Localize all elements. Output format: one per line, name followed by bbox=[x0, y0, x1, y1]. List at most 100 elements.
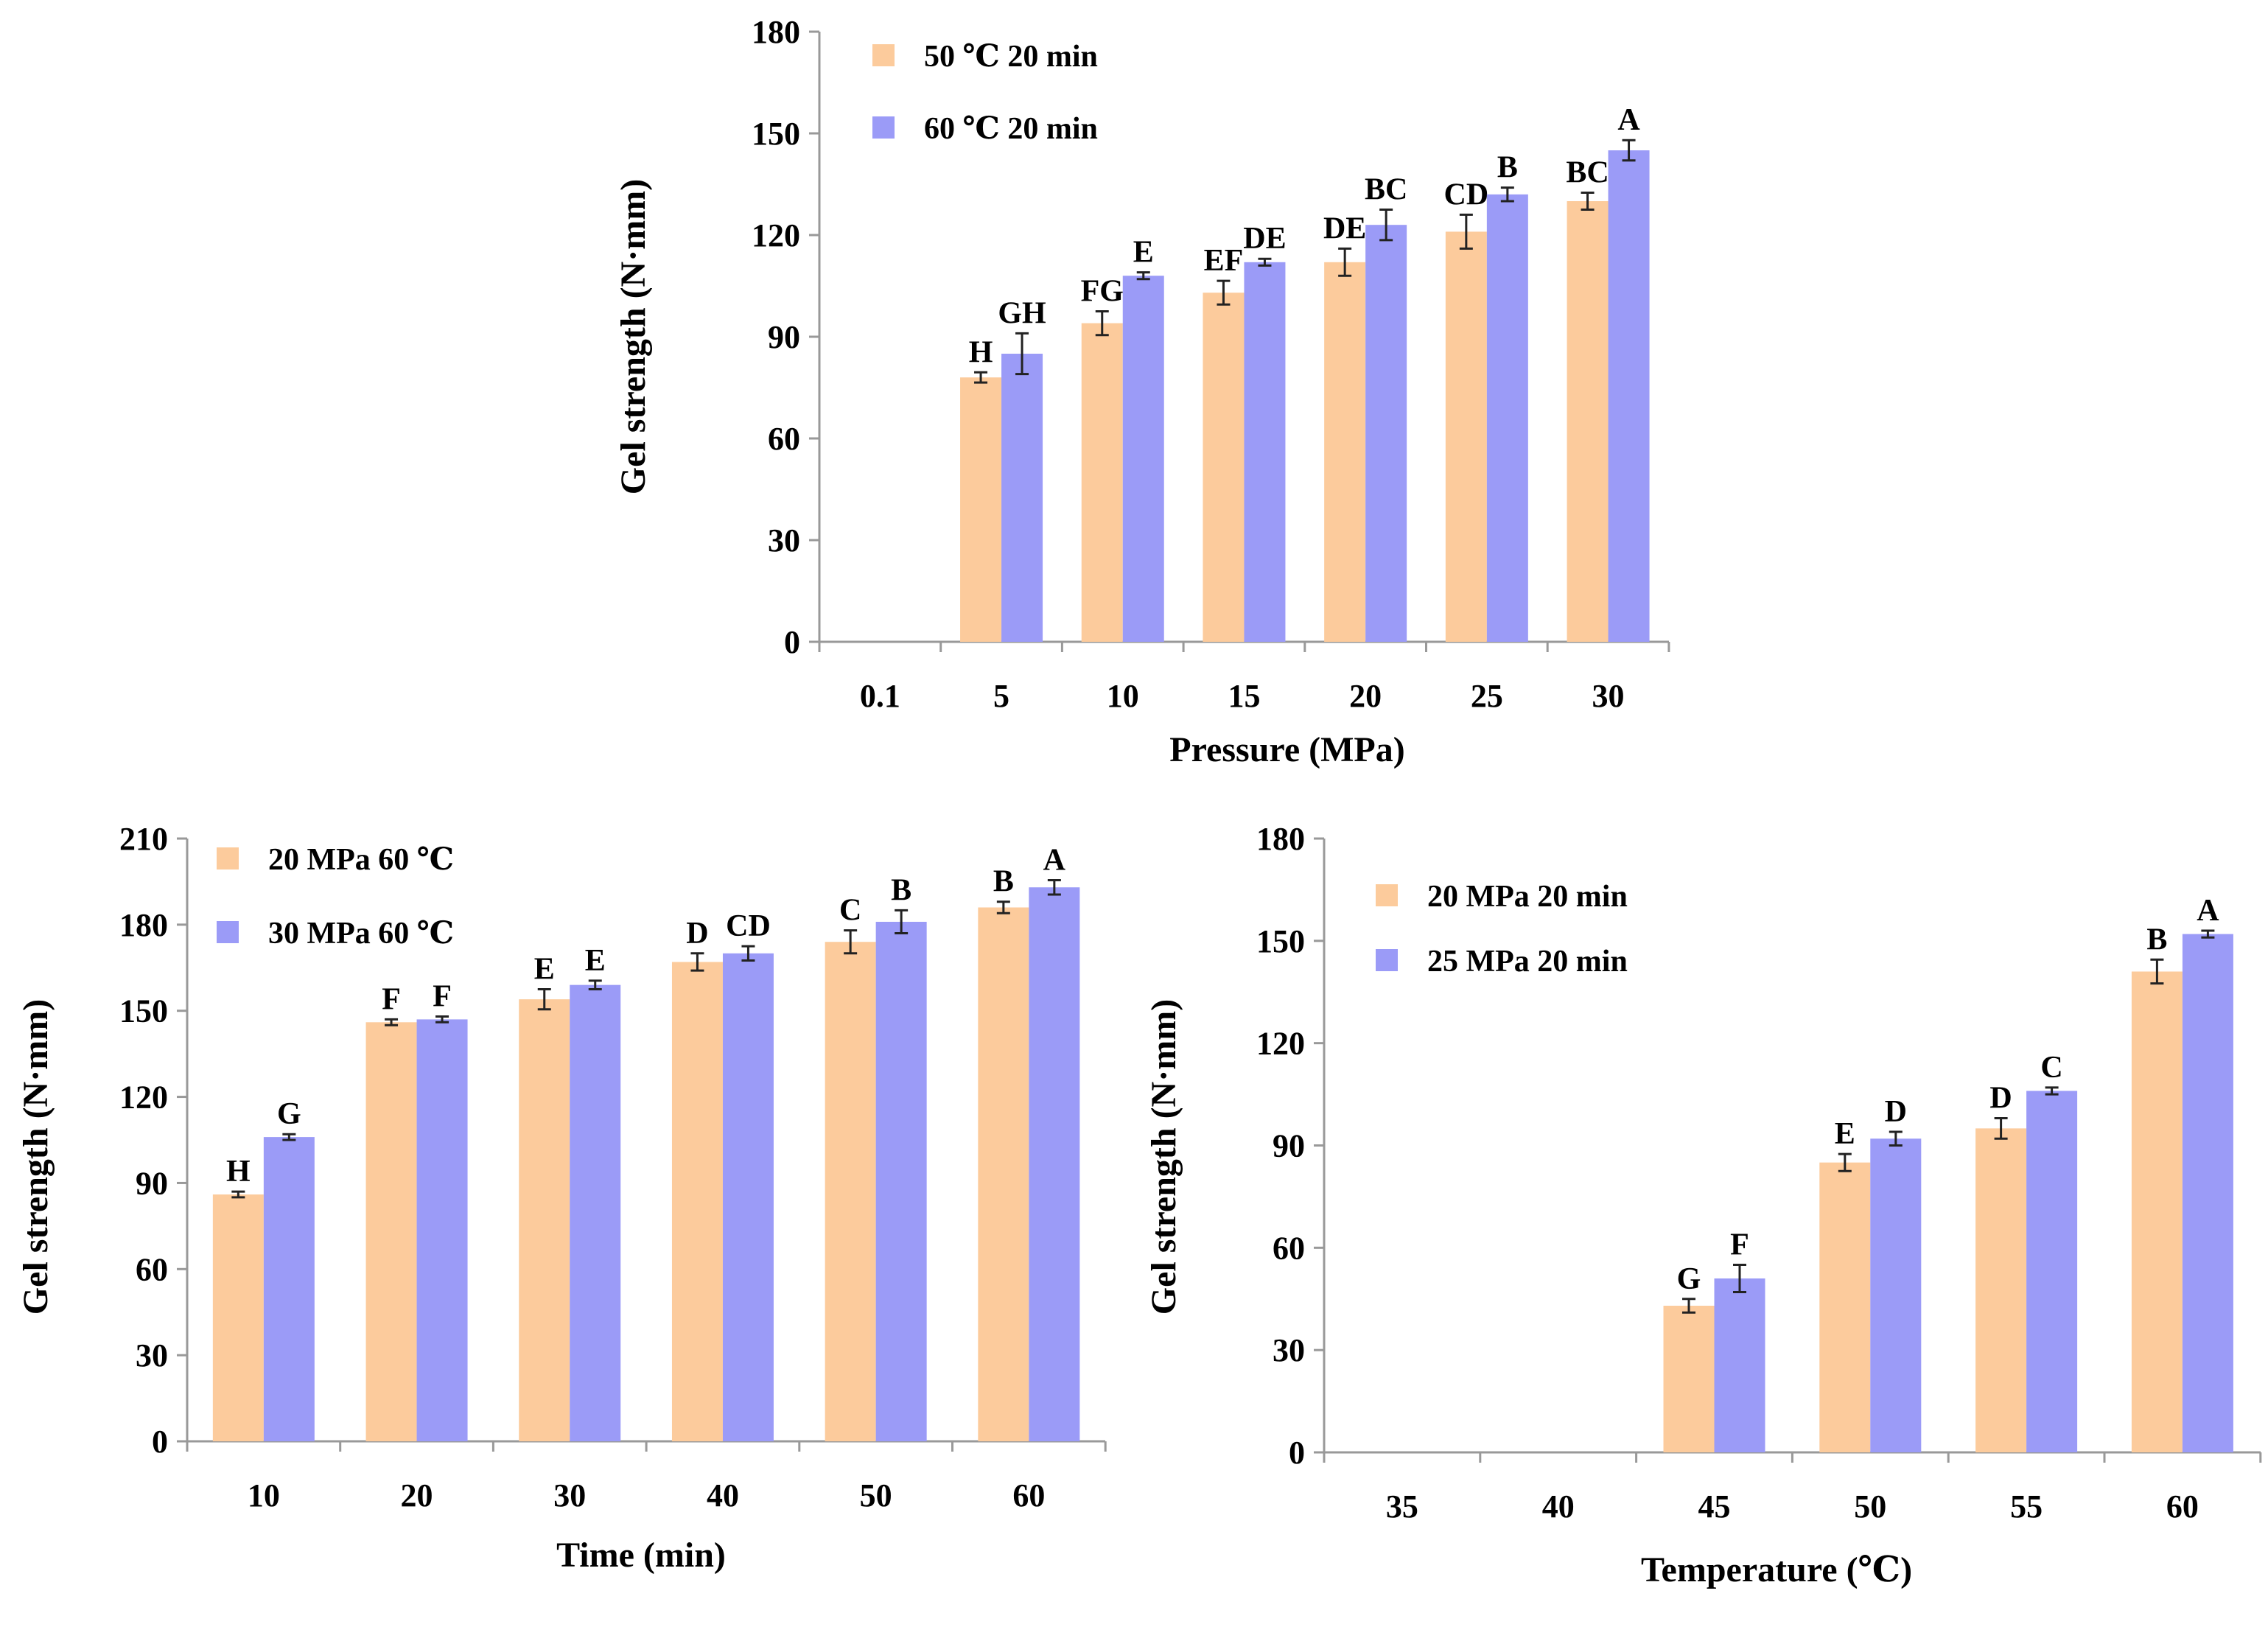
legend-label: 20 MPa 20 min bbox=[1427, 880, 1628, 914]
y-tick-label: 30 bbox=[1273, 1332, 1305, 1368]
significance-label: DE bbox=[1243, 222, 1286, 256]
significance-label: CD bbox=[726, 909, 771, 943]
y-tick-label: 150 bbox=[1256, 923, 1305, 959]
y-axis-title: Gel strength (N·mm) bbox=[1144, 999, 1183, 1315]
legend-swatch bbox=[872, 116, 895, 139]
significance-label: C bbox=[2040, 1051, 2062, 1085]
bar bbox=[1122, 276, 1164, 642]
significance-label: A bbox=[2197, 894, 2219, 928]
significance-label: BC bbox=[1566, 156, 1609, 190]
y-tick-label: 120 bbox=[752, 217, 800, 253]
significance-label: H bbox=[969, 335, 993, 369]
y-tick-label: 120 bbox=[119, 1080, 168, 1116]
significance-label: D bbox=[1989, 1081, 2012, 1115]
y-tick-label: 180 bbox=[752, 14, 800, 50]
bar bbox=[416, 1019, 468, 1441]
significance-label: FG bbox=[1081, 275, 1124, 309]
significance-label: DE bbox=[1323, 211, 1366, 245]
legend-label: 30 MPa 60 ℃ bbox=[268, 917, 454, 951]
bar bbox=[825, 942, 876, 1441]
bar bbox=[1203, 293, 1245, 642]
significance-label: G bbox=[277, 1097, 301, 1131]
y-axis-title: Gel strength (N·mm) bbox=[16, 999, 55, 1315]
legend-swatch bbox=[1376, 949, 1398, 971]
x-tick-label: 0.1 bbox=[860, 678, 900, 714]
significance-label: E bbox=[534, 953, 555, 987]
bar bbox=[671, 962, 723, 1441]
x-tick-label: 15 bbox=[1228, 678, 1260, 714]
x-tick-label: 20 bbox=[1349, 678, 1382, 714]
significance-label: B bbox=[993, 865, 1014, 899]
significance-label: G bbox=[1677, 1262, 1701, 1296]
legend-swatch bbox=[217, 847, 239, 870]
bar bbox=[2131, 971, 2183, 1452]
y-tick-label: 60 bbox=[1273, 1230, 1305, 1266]
x-tick-label: 20 bbox=[401, 1477, 433, 1514]
bar bbox=[1001, 354, 1043, 642]
significance-label: D bbox=[686, 917, 708, 951]
significance-label: B bbox=[1497, 151, 1518, 185]
y-tick-label: 0 bbox=[1289, 1435, 1305, 1471]
bar bbox=[1029, 887, 1080, 1441]
bar bbox=[1486, 194, 1528, 642]
x-tick-label: 40 bbox=[1542, 1488, 1575, 1525]
y-tick-label: 120 bbox=[1256, 1026, 1305, 1062]
legend-label: 20 MPa 60 ℃ bbox=[268, 843, 454, 877]
bar bbox=[2026, 1091, 2078, 1452]
x-axis-title: Pressure (MPa) bbox=[1169, 730, 1404, 769]
bar bbox=[1663, 1306, 1715, 1452]
bar bbox=[2182, 934, 2233, 1452]
bar bbox=[212, 1194, 264, 1441]
x-tick-label: 30 bbox=[553, 1477, 586, 1514]
significance-label: EF bbox=[1204, 244, 1244, 278]
bar bbox=[1975, 1128, 2027, 1452]
y-tick-label: 90 bbox=[136, 1165, 168, 1201]
bar bbox=[1714, 1278, 1765, 1452]
bar bbox=[365, 1022, 417, 1441]
significance-label: E bbox=[1835, 1117, 1855, 1151]
significance-label: BC bbox=[1365, 173, 1407, 207]
x-tick-label: 40 bbox=[707, 1477, 739, 1514]
significance-label: GH bbox=[998, 296, 1046, 330]
x-tick-label: 5 bbox=[993, 678, 1009, 714]
legend-swatch bbox=[872, 44, 895, 66]
significance-label: E bbox=[585, 944, 606, 978]
y-tick-label: 180 bbox=[119, 907, 168, 943]
bar bbox=[1608, 150, 1650, 642]
y-tick-label: 60 bbox=[768, 421, 800, 457]
bar bbox=[1870, 1138, 1922, 1452]
y-tick-label: 30 bbox=[768, 522, 800, 559]
bar bbox=[570, 984, 621, 1441]
significance-label: E bbox=[1133, 236, 1154, 270]
y-tick-label: 150 bbox=[752, 116, 800, 152]
y-tick-label: 60 bbox=[136, 1251, 168, 1287]
x-tick-label: 35 bbox=[1386, 1488, 1418, 1525]
x-tick-label: 30 bbox=[1592, 678, 1625, 714]
bar bbox=[1567, 201, 1609, 642]
legend-swatch bbox=[217, 921, 239, 943]
y-tick-label: 180 bbox=[1256, 821, 1305, 857]
x-tick-label: 45 bbox=[1698, 1488, 1731, 1525]
significance-label: F bbox=[1730, 1228, 1749, 1262]
y-axis-title: Gel strength (N·mm) bbox=[614, 179, 653, 494]
bar bbox=[1244, 262, 1286, 642]
significance-label: CD bbox=[1444, 178, 1489, 211]
significance-label: B bbox=[891, 873, 911, 907]
bar bbox=[1445, 231, 1487, 642]
y-tick-label: 210 bbox=[119, 821, 168, 857]
y-tick-label: 30 bbox=[136, 1337, 168, 1374]
x-tick-label: 10 bbox=[1107, 678, 1139, 714]
y-tick-label: 0 bbox=[152, 1424, 168, 1460]
x-tick-label: 60 bbox=[1012, 1477, 1045, 1514]
y-tick-label: 0 bbox=[784, 624, 800, 660]
x-axis-title: Time (min) bbox=[556, 1536, 726, 1575]
y-tick-label: 90 bbox=[1273, 1128, 1305, 1164]
legend-swatch bbox=[1376, 884, 1398, 906]
significance-label: F bbox=[433, 980, 452, 1014]
bar bbox=[960, 377, 1002, 642]
significance-label: B bbox=[2146, 923, 2167, 956]
significance-label: H bbox=[226, 1155, 251, 1189]
